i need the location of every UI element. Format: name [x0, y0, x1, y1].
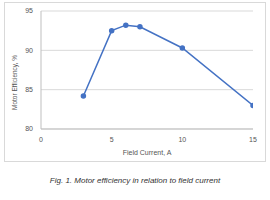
svg-text:95: 95 — [25, 7, 33, 14]
svg-text:0: 0 — [39, 136, 43, 143]
svg-text:90: 90 — [25, 47, 33, 54]
html-text:Fig. 1. Motor efficiency in re: Fig. 1. Motor efficiency in relation to … — [49, 176, 221, 185]
svg-text:80: 80 — [25, 125, 33, 132]
svg-text:Field Current, A: Field Current, A — [123, 149, 172, 156]
svg-text:10: 10 — [178, 136, 186, 143]
svg-text:15: 15 — [249, 136, 257, 143]
svg-text:85: 85 — [25, 86, 33, 93]
svg-text:5: 5 — [110, 136, 114, 143]
svg-text:Motor Efficiency, %: Motor Efficiency, % — [11, 55, 19, 110]
